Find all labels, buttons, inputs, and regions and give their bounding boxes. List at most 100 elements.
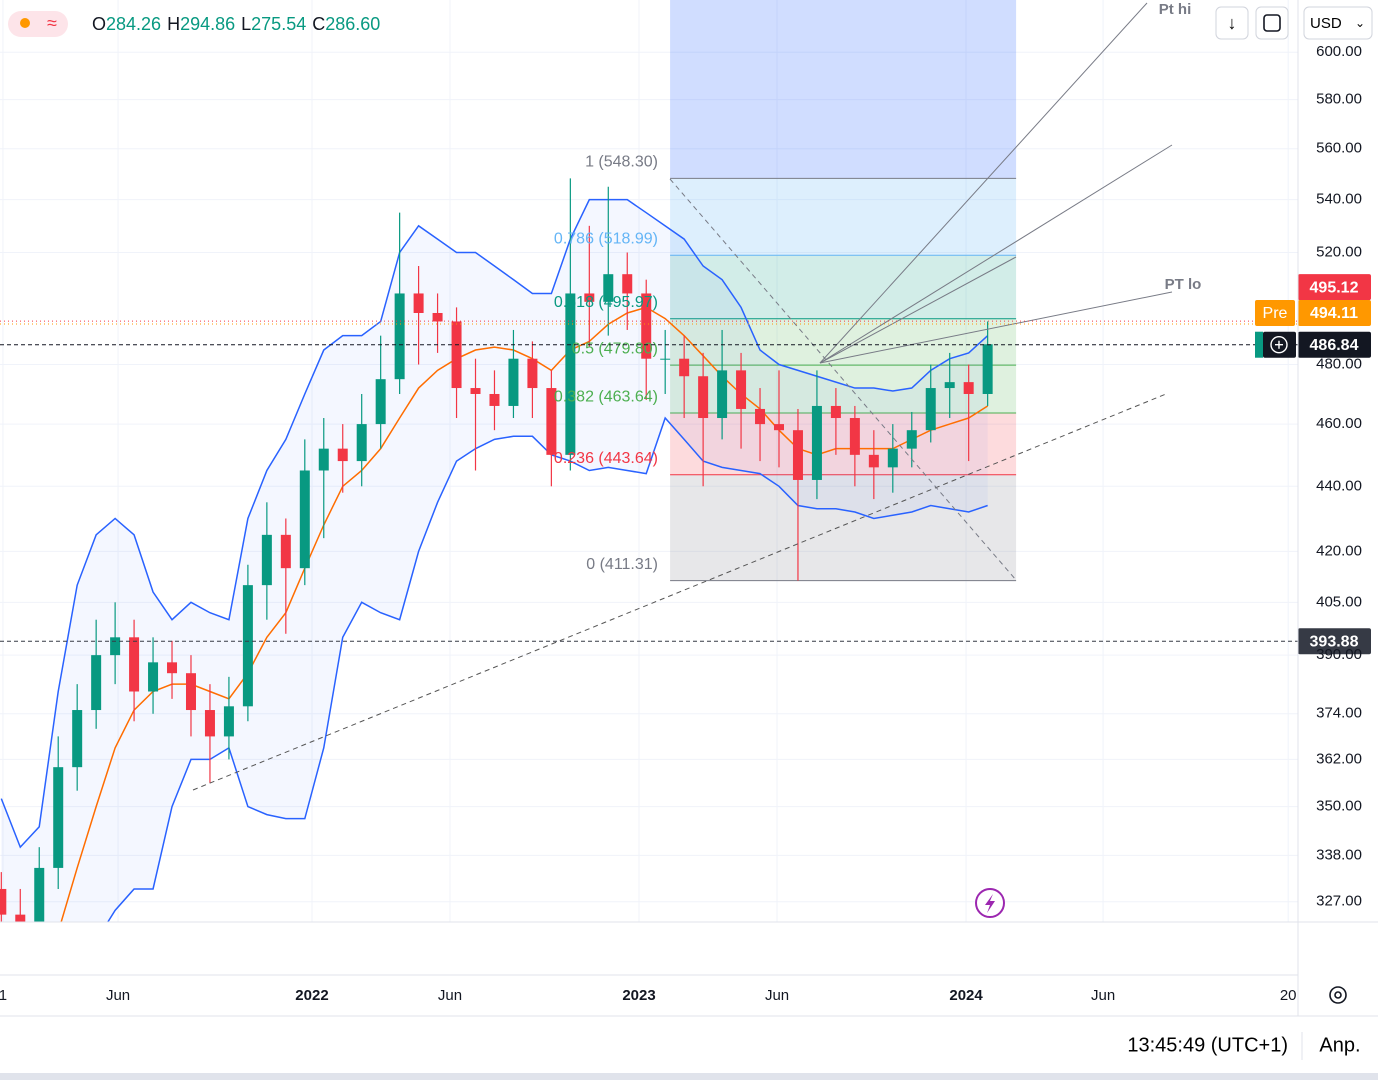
x-tick-label: 2022 xyxy=(295,987,328,1004)
candle-body xyxy=(318,448,329,471)
y-tick-label: 405.00 xyxy=(1316,593,1362,610)
fib-label: 0.236 (443.64) xyxy=(554,450,658,467)
candle-body xyxy=(15,914,26,922)
plus-icon xyxy=(1270,336,1288,354)
price-label: 495.12 xyxy=(1310,279,1359,296)
fib-label: 0 (411.31) xyxy=(586,556,658,573)
candle-body xyxy=(660,358,671,360)
fib-label: 0.382 (463.64) xyxy=(554,388,658,405)
button[interactable] xyxy=(1255,6,1289,40)
price-label-box xyxy=(1298,274,1371,301)
sun-icon xyxy=(20,18,30,28)
x-tick-label: 20 xyxy=(1280,987,1297,1004)
indicator-line xyxy=(106,416,988,922)
candle-body xyxy=(887,448,898,468)
fib-label: 1 (548.30) xyxy=(585,154,658,171)
y-tick-label: 560.00 xyxy=(1316,140,1362,157)
candle-body xyxy=(830,405,841,419)
plus-icon xyxy=(1275,340,1283,349)
target-zone xyxy=(670,0,1017,179)
ohlc-key: H xyxy=(167,14,180,34)
ohlc-key: O xyxy=(92,14,106,34)
price-label-box xyxy=(1298,299,1371,326)
plot-area xyxy=(0,0,1298,922)
candle-body xyxy=(527,358,538,389)
indicator-pill[interactable] xyxy=(8,11,68,37)
price-label: 486.84 xyxy=(1310,337,1359,354)
candle-body xyxy=(432,312,443,322)
scale-mode[interactable]: Anp. xyxy=(1319,1034,1360,1056)
trend-line xyxy=(819,2,1148,364)
candle-body xyxy=(641,293,652,359)
x-tick-label: Jun xyxy=(438,987,462,1004)
candle-body xyxy=(736,370,747,409)
candle-body xyxy=(622,274,633,294)
price-label-box xyxy=(1298,331,1371,358)
ohlc-value: 294.86 xyxy=(180,14,235,34)
currency: USD xyxy=(1310,15,1342,32)
ohlc-key: C xyxy=(312,14,325,34)
fib-trend xyxy=(669,178,1017,581)
settings-icon[interactable] xyxy=(1329,986,1347,1004)
candle-body xyxy=(394,293,405,380)
candle-body xyxy=(148,662,159,692)
candle-body xyxy=(356,424,367,462)
candle-body xyxy=(0,888,7,915)
down-icon: ↓ xyxy=(1228,13,1237,33)
annotation: Pt hi xyxy=(1159,1,1192,18)
fib-label: 0.786 (518.99) xyxy=(554,230,658,247)
y-tick-label: 440.00 xyxy=(1316,477,1362,494)
y-tick-label: 338.00 xyxy=(1316,846,1362,863)
candle-body xyxy=(603,274,614,302)
candle-body xyxy=(53,767,64,868)
pre-box xyxy=(1255,299,1295,326)
candle-body xyxy=(792,430,803,480)
candle-body xyxy=(906,430,917,449)
fib-label: 0.618 (495.97) xyxy=(554,294,658,311)
x-tick-label: 1 xyxy=(0,987,7,1004)
candle-body xyxy=(565,293,576,455)
candle-body xyxy=(337,448,348,462)
candle-body xyxy=(925,388,936,431)
candle-body xyxy=(982,344,993,394)
currency-button[interactable] xyxy=(1303,6,1373,40)
trend-line xyxy=(819,256,1017,364)
candle-body xyxy=(261,534,272,586)
candle-body xyxy=(698,376,709,419)
fib-zone xyxy=(670,178,1017,256)
y-tick-label: 374.00 xyxy=(1316,705,1362,722)
price-label: 393.88 xyxy=(1310,634,1359,651)
fullscreen-icon xyxy=(1263,14,1281,32)
price-label-box xyxy=(1298,628,1371,655)
candle-body xyxy=(470,388,481,394)
candle-body xyxy=(72,710,83,768)
ohlc-value: 286.60 xyxy=(325,14,380,34)
chevron: ⌄ xyxy=(1355,16,1365,30)
candle-body xyxy=(679,358,690,377)
trend-line xyxy=(819,291,1173,364)
marker xyxy=(1255,331,1263,358)
candle-body xyxy=(963,382,974,394)
candle-body xyxy=(223,706,234,737)
indicator-line xyxy=(0,198,989,849)
price-label: 494.11 xyxy=(1310,305,1358,322)
alert-icon[interactable] xyxy=(975,888,1005,918)
candle-body xyxy=(508,358,519,406)
toolbar: ↓ USD ⌄ xyxy=(1215,6,1373,40)
indicator-line xyxy=(60,306,989,922)
candle-body xyxy=(242,585,253,707)
button[interactable] xyxy=(1215,6,1249,40)
clock: 13:45:49 (UTC+1) xyxy=(1127,1034,1288,1056)
y-tick-label: 580.00 xyxy=(1316,91,1362,108)
y-tick-label: 362.00 xyxy=(1316,750,1362,767)
pre-label: Pre xyxy=(1263,305,1288,322)
fib-zone xyxy=(670,474,1017,581)
fib-zone xyxy=(670,318,1017,366)
y-tick-label: 480.00 xyxy=(1316,355,1362,372)
candle-body xyxy=(167,662,178,674)
ohlc: O284.26 H294.86 L275.54 C286.60 xyxy=(92,14,380,34)
overlay: 1 (548.30) 0.786 (518.99) 0.618 (495.97) 0.… xyxy=(0,154,1371,655)
candle-body xyxy=(811,405,822,480)
